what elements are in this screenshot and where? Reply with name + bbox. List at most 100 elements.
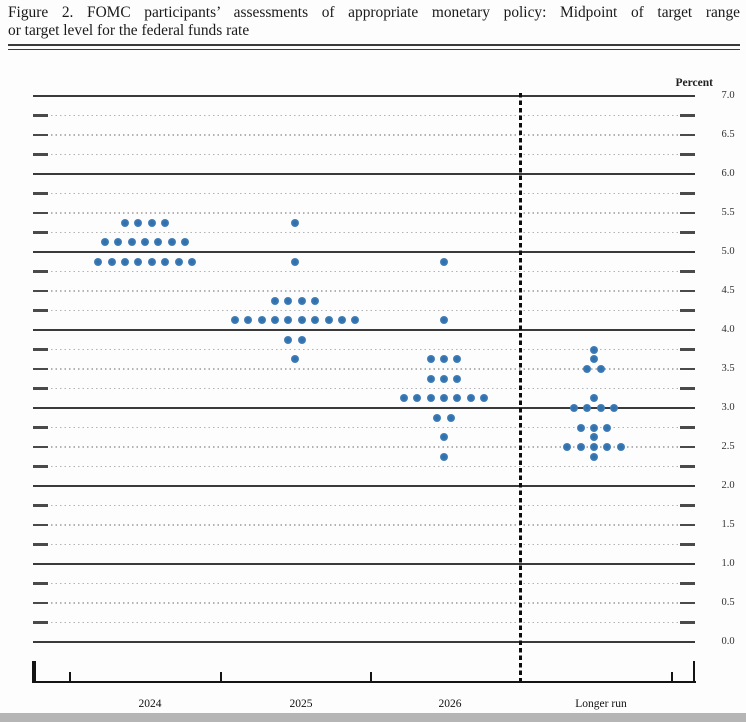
- title-divider-rule: [8, 44, 740, 50]
- projection-dot: [583, 365, 592, 373]
- projection-dot: [161, 218, 170, 227]
- projection-dot: [107, 257, 116, 266]
- projection-dot: [433, 413, 442, 422]
- gridline-left-tick: [33, 348, 48, 351]
- projection-dot: [154, 238, 163, 247]
- gridline-minor: [33, 309, 695, 312]
- projection-dot: [440, 394, 448, 403]
- gridline-right-tick: [680, 523, 695, 527]
- gridline-right-tick: [680, 426, 695, 429]
- projection-dot: [440, 257, 448, 266]
- projection-dot: [297, 335, 306, 344]
- gridline-minor: [33, 368, 695, 370]
- gridline-minor: [33, 504, 695, 507]
- projection-dot: [590, 452, 598, 461]
- projection-dot: [174, 257, 183, 266]
- gridline-right-tick: [680, 621, 695, 624]
- gridline-minor: [33, 212, 695, 214]
- y-axis-tick-label: 3.5: [721, 363, 735, 374]
- gridline-left-tick: [33, 231, 48, 234]
- gridline-minor: [33, 231, 695, 234]
- gridline-left-tick: [33, 465, 48, 468]
- projection-dot: [576, 443, 585, 451]
- projection-dot: [230, 316, 239, 325]
- gridline-left-tick: [33, 211, 48, 215]
- gridline-minor: [33, 582, 695, 585]
- gridline-minor: [33, 134, 695, 136]
- gridline-left-tick: [33, 504, 48, 507]
- projection-dot: [590, 433, 598, 442]
- gridline-minor: [33, 621, 695, 624]
- projection-dot: [147, 257, 156, 266]
- gridline-right-tick: [680, 465, 695, 468]
- gridline-minor: [33, 426, 695, 429]
- projection-dot: [167, 238, 176, 247]
- projection-dot: [311, 316, 320, 325]
- gridline-right-tick: [680, 231, 695, 234]
- gridline-right-tick: [680, 211, 695, 215]
- gridline-minor: [33, 387, 695, 390]
- x-axis-category-label: 2025: [289, 698, 313, 710]
- gridline-right-tick: [680, 387, 695, 390]
- projection-dot: [141, 238, 149, 247]
- projection-dot: [426, 374, 435, 383]
- projection-dot: [590, 423, 598, 432]
- gridline-left-tick: [33, 621, 48, 624]
- projection-dot: [337, 316, 346, 325]
- y-axis-tick-label: 6.5: [721, 129, 735, 140]
- gridline-left-tick: [33, 192, 48, 195]
- gridline-minor: [33, 465, 695, 468]
- gridline-right-tick: [680, 582, 695, 585]
- projection-dot: [297, 296, 306, 305]
- gridline-major: [33, 641, 695, 643]
- projection-dot: [284, 296, 293, 305]
- projection-dot: [297, 316, 306, 325]
- gridline-minor: [33, 348, 695, 351]
- gridline-major: [33, 485, 695, 487]
- gridline-left-tick: [33, 289, 48, 293]
- projection-dot: [120, 257, 129, 266]
- projection-dot: [590, 345, 598, 354]
- projection-dot: [127, 238, 136, 247]
- x-axis-category-label: 2026: [438, 698, 462, 710]
- gridline-major: [33, 563, 695, 565]
- y-axis-tick-label: 0.0: [721, 636, 735, 647]
- projection-dot: [284, 335, 293, 344]
- gridline-minor: [33, 114, 695, 117]
- projection-dot: [440, 316, 448, 325]
- gridline-right-tick: [680, 348, 695, 351]
- x-axis-tick: [220, 672, 222, 683]
- gridline-minor: [33, 290, 695, 292]
- y-axis-tick-label: 1.5: [721, 519, 735, 530]
- projection-dot: [590, 443, 598, 451]
- projection-dot: [610, 404, 619, 412]
- gridline-left-tick: [33, 367, 48, 371]
- projection-dot: [440, 452, 448, 461]
- y-axis-tick-label: 3.0: [721, 402, 735, 413]
- projection-dot: [181, 238, 190, 247]
- x-axis-tick: [671, 672, 673, 683]
- projection-dot: [291, 218, 299, 227]
- projection-dot: [324, 316, 333, 325]
- gridline-major: [33, 251, 695, 253]
- x-axis-category-label: Longer run: [575, 698, 627, 710]
- gridline-minor: [33, 153, 695, 156]
- gridline-left-tick: [33, 445, 48, 449]
- gridline-right-tick: [680, 192, 695, 195]
- y-axis-tick-label: 2.5: [721, 441, 735, 452]
- projection-dot: [311, 296, 320, 305]
- gridline-minor: [33, 446, 695, 448]
- projection-dot: [291, 355, 299, 364]
- projection-dot: [161, 257, 170, 266]
- gridline-right-tick: [680, 309, 695, 312]
- projection-dot: [576, 423, 585, 432]
- x-axis-category-label: 2024: [138, 698, 162, 710]
- projection-dot: [440, 374, 448, 383]
- gridline-minor: [33, 270, 695, 273]
- gridline-left-tick: [33, 582, 48, 585]
- projection-dot: [399, 394, 408, 403]
- projection-dot: [453, 394, 462, 403]
- projection-dot: [114, 238, 123, 247]
- gridline-right-tick: [680, 543, 695, 546]
